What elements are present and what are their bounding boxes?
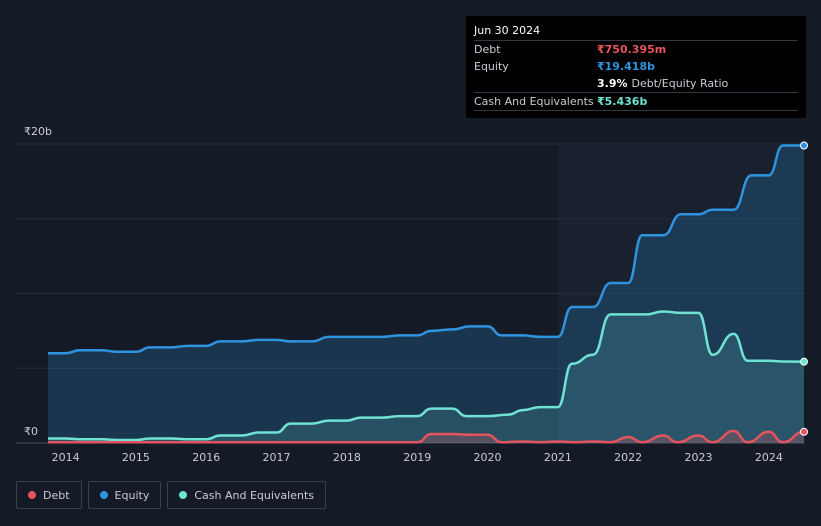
legend-cash-label: Cash And Equivalents [194, 488, 314, 502]
legend: Debt Equity Cash And Equivalents [16, 481, 326, 509]
tooltip-row-equity: Equity ₹19.418b [474, 58, 798, 75]
x-tick-label: 2021 [543, 451, 572, 464]
x-tick-label: 2020 [473, 451, 502, 464]
x-tick-label: 2014 [51, 451, 80, 464]
legend-item-equity[interactable]: Equity [87, 481, 162, 509]
y-tick-label-zero: ₹0 [24, 425, 38, 438]
tooltip-equity-value: ₹19.418b [597, 60, 655, 73]
equity-area [48, 145, 804, 443]
x-tick-label: 2023 [684, 451, 713, 464]
legend-item-debt[interactable]: Debt [16, 481, 82, 509]
tooltip-debt-value: ₹750.395m [597, 43, 667, 56]
tooltip-cash-value: ₹5.436b [597, 95, 648, 108]
equity-dot-icon [99, 491, 108, 499]
cash-area [48, 311, 804, 443]
x-tick-label: 2022 [614, 451, 643, 464]
x-tick-label: 2015 [121, 451, 150, 464]
legend-debt-label: Debt [43, 488, 70, 502]
equity-line [48, 144, 804, 355]
tooltip-row-ratio: 3.9% Debt/Equity Ratio [474, 75, 798, 92]
x-tick-label: 2019 [403, 451, 432, 464]
tooltip-date: Jun 30 2024 [474, 24, 541, 37]
x-tick-label: 2024 [754, 451, 783, 464]
cash-end-marker [800, 357, 808, 366]
tooltip-ratio-spacer [474, 75, 597, 92]
debt-line [48, 429, 805, 444]
x-tick-label: 2018 [332, 451, 361, 464]
debt-dot-icon [28, 491, 36, 499]
tooltip-debt-label: Debt [474, 43, 501, 56]
tooltip-ratio-label: Debt/Equity Ratio [631, 77, 729, 90]
tooltip-equity-label: Equity [474, 60, 509, 73]
hover-region[interactable] [557, 144, 804, 443]
equity-end-marker [800, 141, 808, 150]
x-tick-label: 2016 [192, 451, 221, 464]
tooltip-row-cash: Cash And Equivalents ₹5.436b [474, 92, 798, 111]
debt-end-marker [800, 427, 808, 436]
cash-dot-icon [179, 491, 188, 499]
cash-line [47, 310, 805, 442]
x-tick-label: 2017 [262, 451, 291, 464]
tooltip-row-debt: Debt ₹750.395m [474, 40, 798, 58]
tooltip-panel: Jun 30 2024 Debt ₹750.395m Equity ₹19.41… [466, 16, 806, 118]
y-tick-label-top: ₹20b [24, 125, 52, 138]
end-markers [800, 141, 808, 436]
legend-equity-label: Equity [114, 488, 150, 502]
legend-item-cash[interactable]: Cash And Equivalents [167, 481, 326, 509]
tooltip-cash-label: Cash And Equivalents [474, 95, 594, 108]
tooltip-ratio-value: 3.9% [597, 77, 628, 90]
series-lines [47, 144, 805, 444]
